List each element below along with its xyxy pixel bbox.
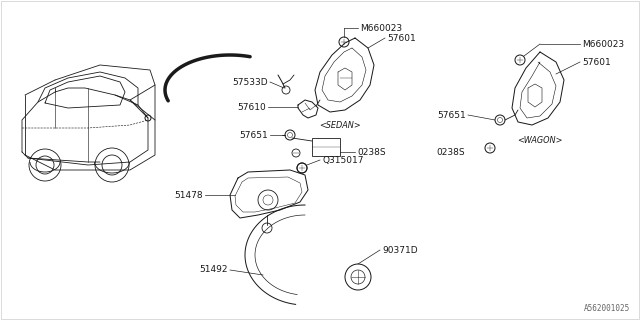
Text: <WAGON>: <WAGON> xyxy=(517,135,563,145)
Text: 57601: 57601 xyxy=(387,34,416,43)
Text: A562001025: A562001025 xyxy=(584,304,630,313)
Text: 0238S: 0238S xyxy=(436,148,465,156)
Text: 57533D: 57533D xyxy=(232,77,268,86)
Text: <SEDAN>: <SEDAN> xyxy=(319,121,361,130)
Text: 57651: 57651 xyxy=(239,131,268,140)
Text: M660023: M660023 xyxy=(360,23,402,33)
Text: 57601: 57601 xyxy=(582,58,611,67)
Text: 57610: 57610 xyxy=(237,102,266,111)
Bar xyxy=(312,138,340,156)
Text: 51492: 51492 xyxy=(200,266,228,275)
Text: 0238S: 0238S xyxy=(357,148,386,156)
Text: 90371D: 90371D xyxy=(382,245,418,254)
Text: 51478: 51478 xyxy=(174,190,203,199)
Text: 57651: 57651 xyxy=(437,110,466,119)
Text: Q315017: Q315017 xyxy=(322,156,364,164)
Text: M660023: M660023 xyxy=(582,39,624,49)
